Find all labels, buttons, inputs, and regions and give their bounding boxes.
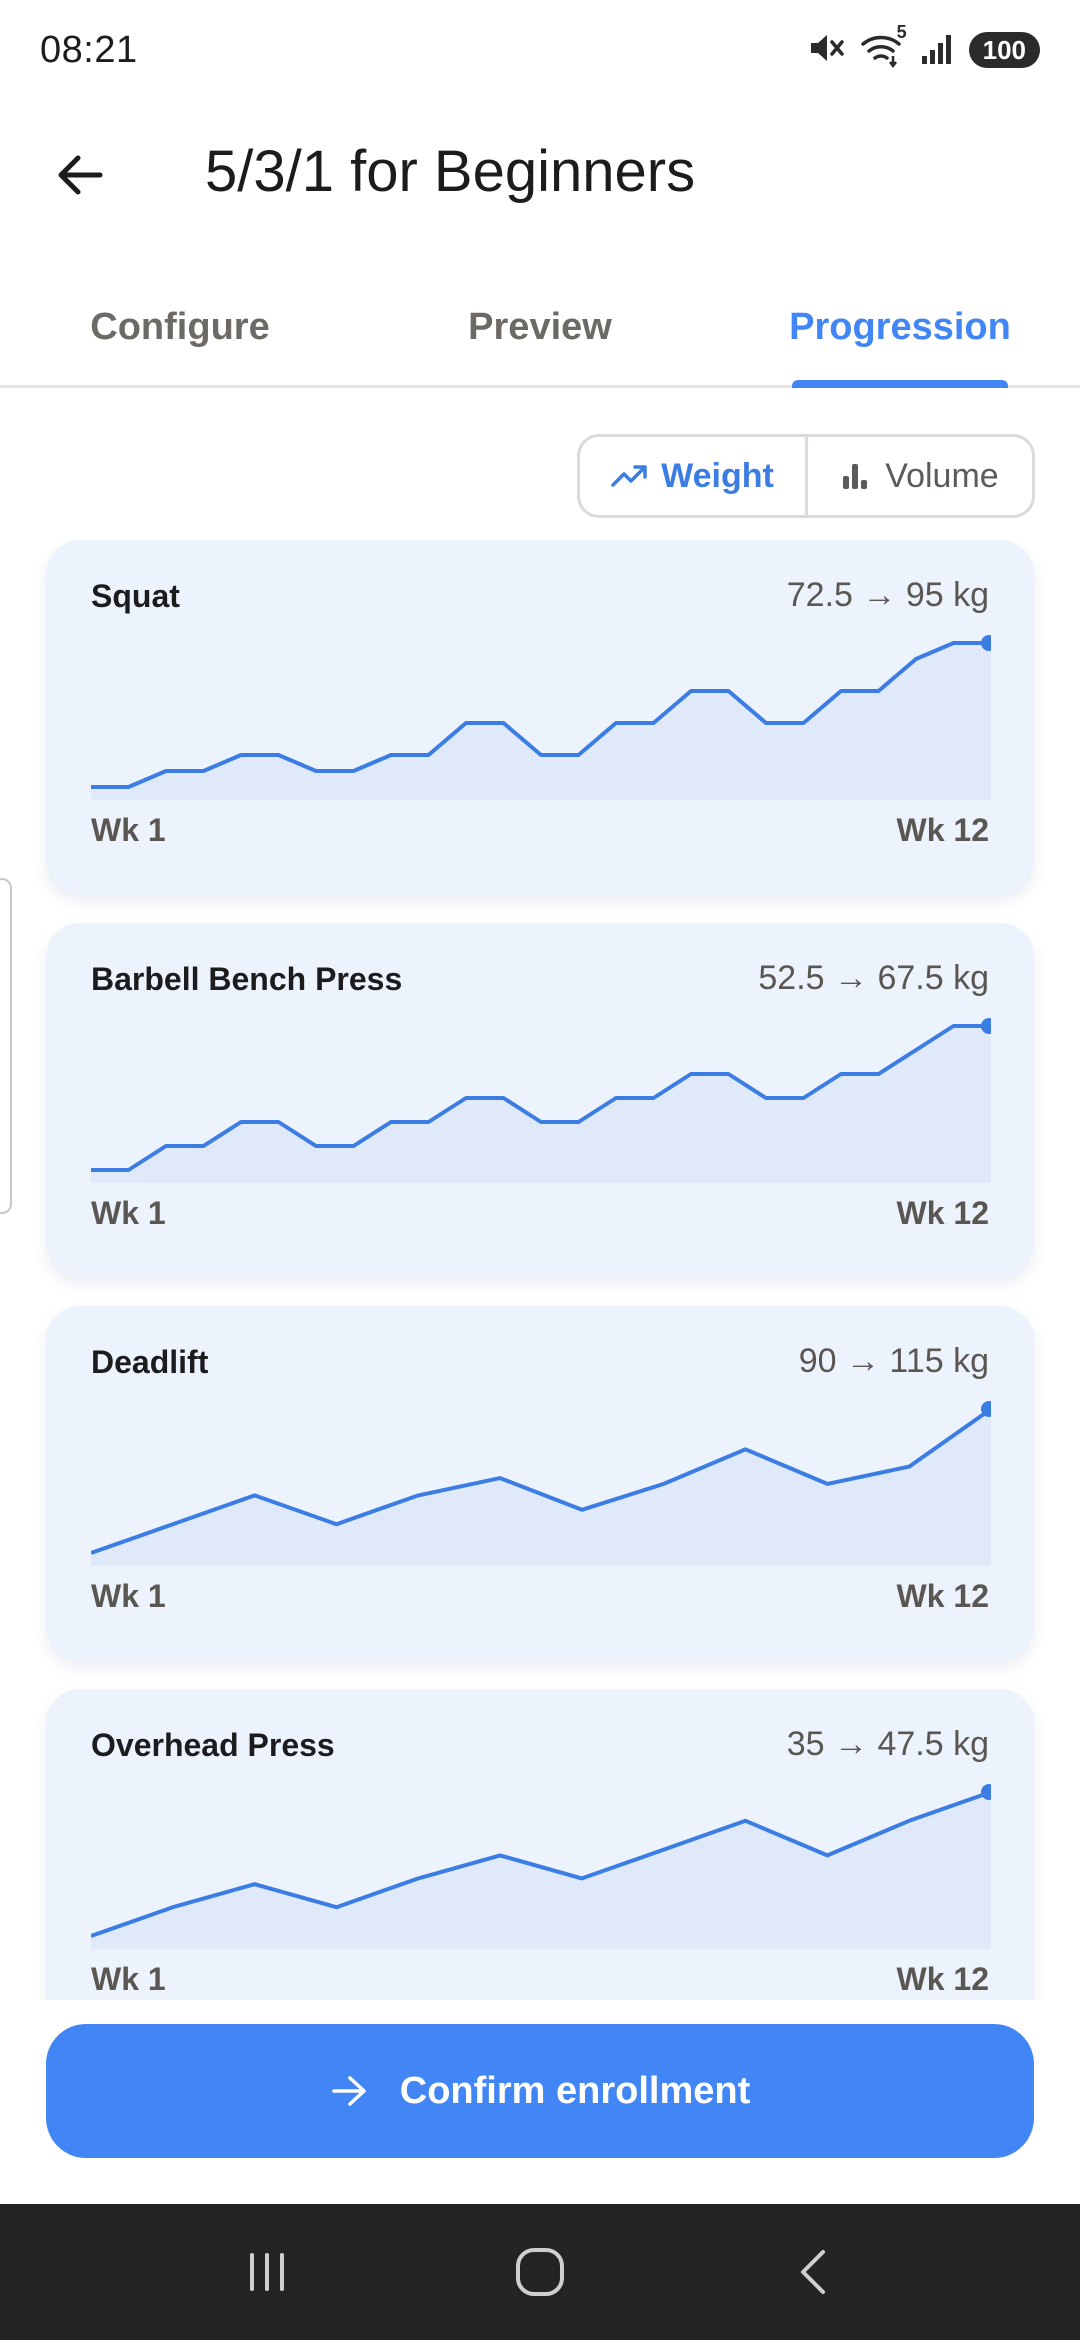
exercise-name: Barbell Bench Press [91, 961, 403, 997]
chart-series-line [91, 1024, 991, 1172]
chevron-left-icon [801, 2250, 826, 2294]
week-end-label: Wk 12 [896, 1195, 989, 1231]
exercise-card-squat: Squat 72.5 → 95 kg Wk 1 Wk 12 [46, 540, 1034, 895]
chart-area-fill [91, 1792, 991, 1949]
mute-icon [805, 28, 845, 73]
page-title: 5/3/1 for Beginners [205, 139, 696, 204]
progression-chart [91, 1401, 991, 1566]
weight-range: 90 → 115 kg [798, 1342, 989, 1380]
exercise-card-deadlift: Deadlift 90 → 115 kg Wk 1 Wk 12 [46, 1306, 1034, 1661]
chart-end-point [981, 635, 991, 651]
status-time: 08:21 [40, 28, 138, 71]
weight-range: 35 → 47.5 kg [786, 1725, 989, 1763]
chart-series-line [91, 641, 991, 789]
week-start-label: Wk 1 [91, 1195, 166, 1231]
chart-end-point [981, 1401, 991, 1417]
recent-apps-button[interactable] [217, 2232, 317, 2312]
week-start-label: Wk 1 [91, 812, 166, 848]
confirm-label: Confirm enrollment [399, 2069, 751, 2112]
home-icon [515, 2248, 564, 2296]
app-bar: 5/3/1 for Beginners [0, 100, 1080, 250]
chart-series-line [91, 1790, 991, 1938]
chart-area-fill [91, 643, 991, 800]
tab-preview[interactable]: Preview [468, 306, 612, 348]
signal-icon [919, 30, 955, 71]
tab-bar: Configure Preview Progression [0, 270, 1080, 388]
system-nav-bar [0, 2204, 1080, 2340]
exercise-card-overhead-press: Overhead Press 35 → 47.5 kg Wk 1 Wk 12 [46, 1689, 1034, 2000]
trending-up-icon [611, 465, 647, 487]
tab-configure[interactable]: Configure [90, 306, 270, 348]
wifi-icon: 5 [859, 22, 907, 73]
chart-area-fill [91, 1026, 991, 1183]
home-button[interactable] [490, 2232, 590, 2312]
exercise-list: Squat 72.5 → 95 kg Wk 1 Wk 12 Barbell Be… [0, 540, 1080, 2000]
recents-icon [249, 2253, 284, 2291]
week-end-label: Wk 12 [896, 1578, 989, 1614]
arrow-right-icon [332, 2076, 366, 2106]
weight-range: 72.5 → 95 kg [786, 576, 989, 614]
weight-range: 52.5 → 67.5 kg [758, 959, 989, 997]
tab-progression[interactable]: Progression [720, 270, 1080, 388]
progression-chart [91, 1784, 991, 1949]
exercise-name: Squat [91, 578, 180, 614]
chart-end-point [981, 1018, 991, 1034]
bar-chart-icon [843, 464, 868, 489]
arrow-left-icon [58, 155, 103, 195]
week-end-label: Wk 12 [896, 812, 989, 848]
toggle-volume-label: Volume [885, 456, 999, 495]
chart-area-fill [91, 1409, 991, 1566]
toggle-volume-button[interactable]: Volume [805, 437, 1032, 515]
exercise-name: Overhead Press [91, 1727, 335, 1763]
exercise-card-bench-press: Barbell Bench Press 52.5 → 67.5 kg Wk 1 … [46, 923, 1034, 1278]
chart-series-line [91, 1407, 991, 1555]
toggle-weight-button[interactable]: Weight [580, 437, 805, 515]
wifi-badge: 5 [896, 21, 907, 42]
metric-toggle: Weight Volume [577, 434, 1035, 518]
status-bar: 08:21 5 100 [0, 0, 1080, 100]
side-drawer-handle[interactable] [0, 878, 12, 1214]
chart-end-point [981, 1784, 991, 1800]
confirm-enrollment-button[interactable]: Confirm enrollment [46, 2024, 1034, 2158]
progression-chart [91, 1018, 991, 1183]
week-start-label: Wk 1 [91, 1961, 166, 1997]
battery-badge: 100 [968, 32, 1040, 68]
week-end-label: Wk 12 [896, 1961, 989, 1997]
back-button[interactable] [40, 140, 120, 210]
progression-chart [91, 635, 991, 800]
system-back-button[interactable] [763, 2232, 863, 2312]
exercise-name: Deadlift [91, 1344, 209, 1380]
week-start-label: Wk 1 [91, 1578, 166, 1614]
status-icons: 5 100 [805, 22, 1040, 73]
toggle-weight-label: Weight [661, 456, 774, 495]
